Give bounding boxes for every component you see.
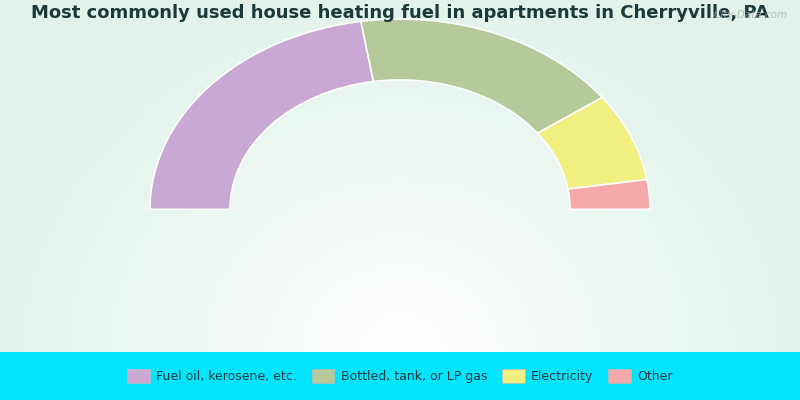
Wedge shape	[361, 19, 602, 133]
Text: City-Data.com: City-Data.com	[714, 10, 787, 20]
Wedge shape	[538, 98, 647, 189]
Wedge shape	[568, 180, 650, 209]
Wedge shape	[150, 21, 374, 209]
Text: Most commonly used house heating fuel in apartments in Cherryville, PA: Most commonly used house heating fuel in…	[31, 4, 769, 22]
Legend: Fuel oil, kerosene, etc., Bottled, tank, or LP gas, Electricity, Other: Fuel oil, kerosene, etc., Bottled, tank,…	[122, 364, 678, 388]
